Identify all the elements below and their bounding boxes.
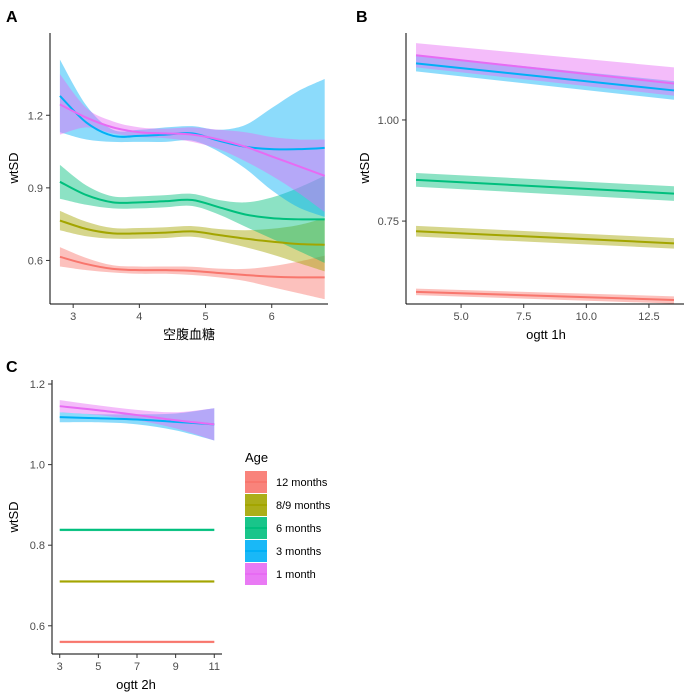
panel-b-line-12-months	[415, 290, 675, 301]
panel-b-line-3-months	[415, 62, 675, 92]
panel-a-y-tick-label: 1.2	[28, 110, 43, 122]
legend-label-8-9-months: 8/9 months	[276, 500, 331, 512]
panel-b-lines	[415, 54, 675, 301]
panel-c-x-ticks: 3 5 7 9 11	[57, 654, 220, 673]
panel-c-line-3-months	[59, 416, 215, 426]
panel-label-c: C	[6, 359, 18, 376]
panel-b-x-ticks: 5.0 7.5 10.0 12.5	[453, 304, 660, 323]
panel-b-x-axis-title: ogtt 1h	[526, 327, 566, 342]
panel-c-line-1-month	[59, 405, 215, 426]
panel-c-y-tick-label: 1.2	[30, 379, 45, 391]
panel-a-y-ticks: 0.6 0.9 1.2	[28, 110, 50, 267]
panel-a-x-tick-label: 3	[70, 311, 76, 323]
panel-c-y-tick-label: 1.0	[30, 460, 45, 472]
panel-b: 5.0 7.5 10.0 12.5 0.75 1.00 ogtt 1h wtSD	[357, 33, 684, 342]
legend-label-6-months: 6 months	[276, 523, 322, 535]
panel-a-line-3-months	[59, 95, 325, 151]
panel-b-line-6-months	[415, 178, 675, 195]
panel-a-ribbon-6-months	[59, 164, 325, 263]
panel-label-b: B	[356, 9, 368, 26]
panel-a-y-tick-label: 0.9	[28, 183, 43, 195]
panel-a-x-ticks: 3 4 5 6	[70, 304, 275, 323]
panel-c-x-axis-title: ogtt 2h	[116, 677, 156, 692]
panel-a-y-tick-label: 0.6	[28, 255, 43, 267]
panel-b-line-8-9-months	[415, 230, 675, 245]
legend-items: 12 months 8/9 months 6 months 3 months 1 mon…	[245, 471, 331, 585]
panel-a-line-1-month	[59, 103, 326, 177]
panel-c-x-tick-label: 7	[134, 661, 140, 673]
panel-b-y-tick-label: 1.00	[378, 115, 399, 127]
panel-c-ribbons	[59, 400, 215, 644]
panel-c-y-ticks: 0.6 0.8 1.0 1.2	[30, 379, 52, 633]
panel-c-y-tick-label: 0.8	[30, 540, 45, 552]
panel-b-x-tick-label: 12.5	[638, 311, 659, 323]
panel-c-x-tick-label: 5	[95, 661, 101, 673]
panel-c-y-tick-label: 0.6	[30, 621, 45, 633]
panel-c-x-tick-label: 11	[209, 661, 220, 673]
panel-b-y-axis-title: wtSD	[357, 152, 372, 184]
panel-b-line-1-month	[415, 54, 675, 85]
panel-b-y-tick-label: 0.75	[378, 216, 399, 228]
panel-a-ribbon-3-months	[59, 59, 325, 217]
panel-c-x-tick-label: 9	[173, 661, 179, 673]
panel-a-x-tick-label: 4	[136, 311, 142, 323]
panel-c-lines	[59, 405, 215, 643]
legend-label-12-months: 12 months	[276, 477, 328, 489]
panel-a-x-tick-label: 6	[269, 311, 275, 323]
legend-label-3-months: 3 months	[276, 546, 322, 558]
panel-b-y-ticks: 0.75 1.00	[378, 115, 406, 228]
panel-c-y-axis-title: wtSD	[6, 501, 21, 533]
panel-a-line-6-months	[59, 180, 325, 221]
panel-c: 3 5 7 9 11 0.6 0.8 1.0 1.2 ogtt 2h wtSD	[6, 379, 222, 692]
panel-label-a: A	[6, 9, 18, 26]
panel-a: 3 4 5 6 0.6 0.9 1.2 空腹血糖 wtSD	[6, 33, 328, 343]
panel-a-line-12-months	[59, 255, 325, 279]
panel-a-y-axis-title: wtSD	[6, 152, 21, 184]
panel-a-ribbons	[59, 59, 325, 300]
panel-c-x-tick-label: 3	[57, 661, 63, 673]
panel-b-x-tick-label: 10.0	[576, 311, 597, 323]
legend-title: Age	[245, 450, 268, 465]
panel-c-ribbon-3-months	[59, 408, 215, 441]
panel-a-x-axis-title: 空腹血糖	[163, 327, 215, 343]
panel-a-x-tick-label: 5	[202, 311, 208, 323]
panel-b-ribbons	[416, 43, 674, 304]
panel-a-line-8-9-months	[59, 219, 325, 246]
panel-a-lines	[59, 95, 326, 279]
panel-a-ribbon-12-months	[59, 247, 325, 300]
legend-label-1-month: 1 month	[276, 569, 316, 581]
panel-b-x-tick-label: 7.5	[516, 311, 531, 323]
panel-a-ribbon-1-month	[59, 74, 325, 213]
panel-b-x-tick-label: 5.0	[453, 311, 468, 323]
